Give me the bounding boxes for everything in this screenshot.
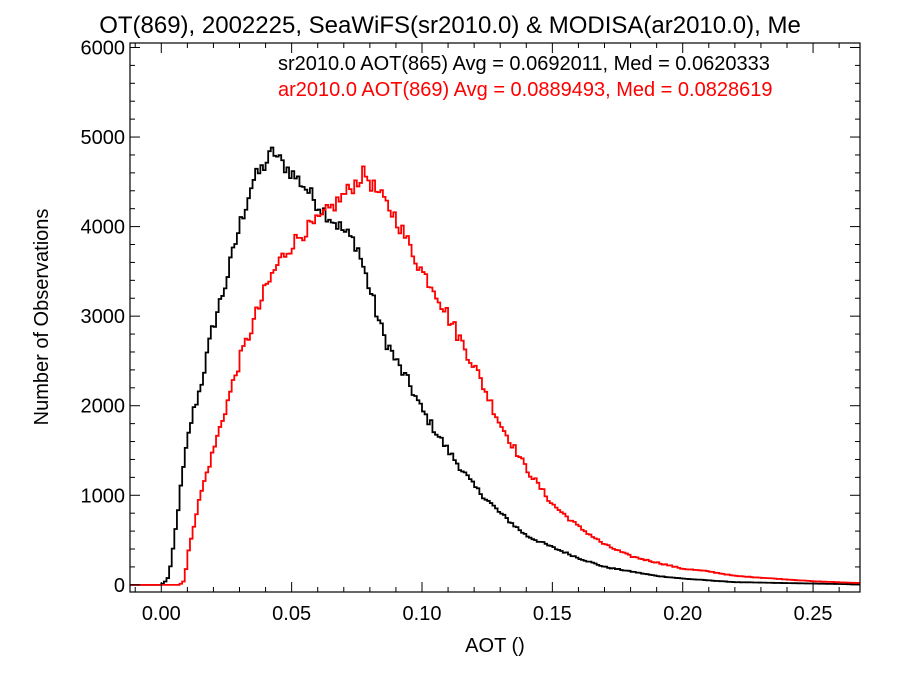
stats-annotation-red: ar2010.0 AOT(869) Avg = 0.0889493, Med =… — [278, 79, 772, 101]
x-tick-label: 0.20 — [663, 603, 702, 625]
chart-title: OT(869), 2002225, SeaWiFS(sr2010.0) & MO… — [99, 12, 801, 39]
stats-annotation-black: sr2010.0 AOT(865) Avg = 0.0692011, Med =… — [278, 53, 770, 75]
x-tick-label: 0.25 — [794, 603, 833, 625]
x-tick-label: 0.10 — [403, 603, 442, 625]
y-tick-label: 5000 — [81, 127, 126, 149]
x-axis-label: AOT () — [465, 635, 525, 657]
x-tick-label: 0.15 — [533, 603, 572, 625]
y-tick-label: 0 — [114, 575, 125, 597]
x-tick-label: 0.05 — [272, 603, 311, 625]
y-axis-label: Number of Observations — [31, 209, 53, 426]
histogram-series-2 — [130, 165, 860, 586]
y-tick-label: 4000 — [81, 217, 126, 239]
plot-frame — [129, 42, 861, 593]
x-tick-label: 0.00 — [142, 603, 181, 625]
y-tick-label: 1000 — [81, 485, 126, 507]
y-tick-label: 3000 — [81, 306, 126, 328]
histogram-series-1 — [130, 146, 860, 586]
y-tick-label: 2000 — [81, 396, 126, 418]
series-layer — [130, 146, 860, 586]
y-tick-label: 6000 — [81, 37, 126, 59]
ticks-layer: 0.00 0.05 0.10 0.15 0.20 0.25 0 1000 2000 3000 400… — [81, 37, 860, 625]
